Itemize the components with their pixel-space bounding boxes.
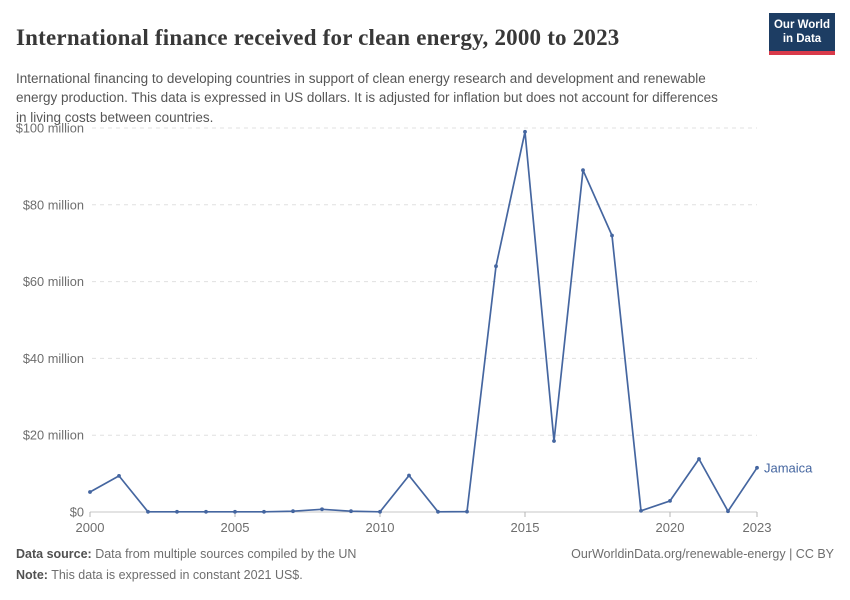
data-point-marker[interactable] — [378, 509, 382, 514]
data-point-marker[interactable] — [523, 129, 527, 134]
y-tick-label: $80 million — [23, 197, 84, 212]
footer-datasource-text: Data from multiple sources compiled by t… — [91, 547, 357, 561]
y-tick-label: $60 million — [23, 274, 84, 289]
y-tick-label: $40 million — [23, 351, 84, 366]
data-point-marker[interactable] — [494, 264, 498, 269]
data-point-marker[interactable] — [407, 473, 411, 478]
y-tick-label: $20 million — [23, 428, 84, 443]
data-point-marker[interactable] — [639, 508, 643, 513]
data-point-marker[interactable] — [146, 509, 150, 514]
series-label-jamaica[interactable]: Jamaica — [764, 460, 813, 475]
footer-datasource-label: Data source: — [16, 547, 92, 561]
data-point-marker[interactable] — [552, 439, 556, 443]
x-tick-label: 2005 — [221, 520, 250, 535]
data-point-marker[interactable] — [262, 509, 266, 514]
owid-logo[interactable]: Our World in Data — [769, 13, 835, 56]
data-point-marker[interactable] — [610, 233, 614, 238]
data-point-marker[interactable] — [175, 509, 179, 514]
data-point-marker[interactable] — [668, 499, 672, 503]
data-point-marker[interactable] — [349, 509, 353, 514]
x-tick-label: 2020 — [656, 520, 685, 535]
owid-logo-line1: Our World — [773, 19, 830, 31]
y-tick-label: $100 million — [16, 121, 84, 136]
data-point-marker[interactable] — [117, 474, 121, 478]
data-point-marker[interactable] — [291, 509, 295, 514]
data-point-marker[interactable] — [233, 509, 237, 514]
chart-svg: $0 $20 million $40 million $60 million $80 m… — [16, 121, 813, 536]
x-tick-label: 2015 — [511, 520, 540, 535]
footer-citation-link[interactable]: OurWorldinData.org/renewable-energy | CC… — [571, 547, 834, 561]
data-point-marker[interactable] — [726, 509, 730, 514]
y-tick-label: $0 — [70, 505, 84, 520]
data-point-marker[interactable] — [88, 490, 92, 494]
x-tick-label: 2023 — [743, 520, 772, 535]
data-point-marker[interactable] — [755, 465, 759, 470]
data-point-marker[interactable] — [204, 509, 208, 514]
data-point-marker[interactable] — [581, 168, 585, 173]
footer-note: Note: This data is expressed in constant… — [16, 568, 303, 582]
footer-note-label: Note: — [16, 568, 48, 582]
data-point-marker[interactable] — [320, 507, 324, 512]
data-point-marker[interactable] — [697, 457, 701, 461]
chart-area: $0 $20 million $40 million $60 million $80 m… — [0, 112, 850, 542]
data-point-marker[interactable] — [465, 509, 469, 514]
footer-note-text: This data is expressed in constant 2021 … — [47, 568, 303, 582]
chart-subtitle: International financing to developing co… — [16, 70, 718, 125]
page-title: International finance received for clean… — [16, 25, 620, 51]
x-tick-label: 2010 — [366, 520, 395, 535]
data-point-marker[interactable] — [436, 509, 440, 514]
footer-datasource: Data source: Data from multiple sources … — [16, 547, 356, 561]
x-tick-label: 2000 — [76, 520, 105, 535]
line-series[interactable] — [89, 130, 758, 513]
owid-logo-line2: in Data — [782, 32, 822, 45]
